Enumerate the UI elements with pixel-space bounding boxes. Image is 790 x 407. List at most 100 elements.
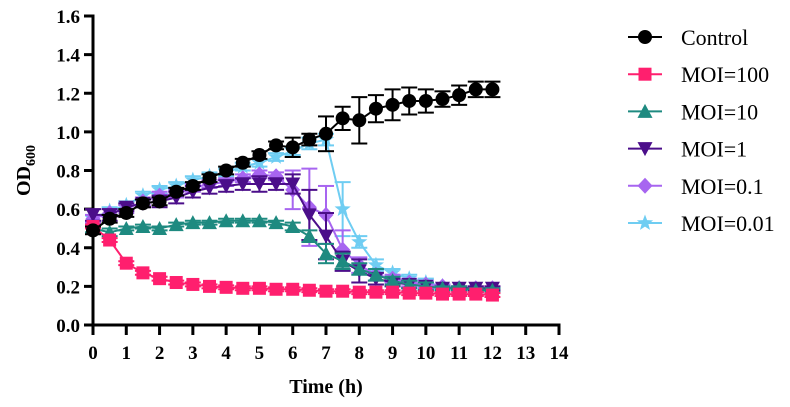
y-tick-label: 0.8	[56, 162, 80, 183]
data-point	[302, 283, 316, 297]
data-point	[202, 171, 217, 186]
legend-marker	[637, 103, 653, 118]
data-point	[168, 217, 184, 232]
data-point	[219, 280, 233, 294]
y-tick-label: 1.2	[56, 84, 80, 105]
x-tick-label: 4	[221, 343, 231, 364]
data-point	[285, 219, 301, 234]
x-tick-label: 6	[288, 343, 298, 364]
data-point	[235, 213, 251, 228]
data-point	[334, 200, 351, 216]
y-tick-label: 0.0	[56, 316, 80, 337]
legend-label: MOI=100	[681, 62, 769, 87]
data-point	[318, 229, 334, 244]
data-point	[419, 286, 433, 300]
data-point	[385, 97, 400, 112]
series-control	[85, 80, 501, 238]
data-point	[252, 148, 267, 163]
data-point	[351, 233, 368, 249]
legend-item: MOI=10	[628, 99, 758, 124]
data-point	[285, 177, 301, 192]
data-point	[218, 213, 234, 228]
data-point	[418, 93, 433, 108]
x-tick-label: 0	[88, 343, 98, 364]
legend-marker	[637, 142, 653, 157]
data-point	[251, 177, 267, 192]
x-tick-label: 7	[321, 343, 331, 364]
data-point	[218, 179, 234, 194]
legend-label: Control	[681, 25, 748, 50]
x-tick-label: 11	[450, 343, 468, 364]
data-point	[169, 276, 183, 290]
data-point	[452, 88, 467, 103]
data-point	[269, 138, 284, 153]
data-point	[335, 111, 350, 126]
data-point	[286, 282, 300, 296]
data-point	[136, 266, 150, 280]
legend-item: MOI=1	[628, 137, 747, 162]
data-point	[335, 253, 351, 268]
data-point	[202, 181, 217, 196]
data-point	[102, 211, 117, 226]
data-point	[469, 287, 483, 301]
data-point	[203, 279, 216, 293]
legend-label: MOI=10	[681, 99, 758, 124]
data-point	[436, 287, 449, 301]
data-point	[452, 287, 466, 301]
x-ticks: 0 1 2 3 4 5 6 7 8 9 10 11 12 13 14	[88, 325, 569, 364]
x-tick-label: 9	[388, 343, 398, 364]
legend-item: MOI=100	[628, 62, 769, 87]
y-ticks: 0.0 0.2 0.4 0.6 0.8 1.0 1.2 1.4 1.6	[56, 7, 93, 337]
data-point	[235, 155, 250, 170]
x-tick-label: 2	[155, 343, 165, 364]
data-point	[119, 205, 134, 220]
data-point	[268, 177, 284, 192]
data-point	[319, 126, 333, 141]
data-point	[368, 267, 384, 282]
data-point	[135, 219, 151, 234]
data-point	[435, 92, 450, 107]
data-point	[152, 194, 167, 209]
y-axis-title-main: OD	[13, 166, 35, 196]
data-point	[119, 256, 133, 270]
data-point	[402, 93, 417, 108]
legend-item: Control	[628, 25, 748, 50]
data-point	[251, 213, 267, 228]
data-point	[135, 196, 150, 211]
data-point	[285, 140, 300, 155]
y-tick-label: 0.6	[56, 200, 80, 221]
data-point	[485, 82, 500, 97]
data-point	[153, 272, 167, 286]
y-axis-title-subscript: 600	[24, 145, 39, 166]
legend-marker	[638, 30, 652, 44]
y-tick-label: 1.4	[56, 46, 80, 67]
data-point	[319, 284, 333, 298]
y-tick-label: 1.0	[56, 123, 80, 144]
data-point	[185, 215, 201, 230]
y-tick-label: 1.6	[56, 7, 80, 28]
legend-item: MOI=0.01	[628, 211, 775, 236]
data-point	[352, 285, 366, 299]
data-point	[402, 286, 416, 300]
data-point	[351, 261, 367, 276]
legend-label: MOI=0.1	[681, 174, 764, 199]
x-axis-title: Time (h)	[289, 376, 363, 398]
data-point	[235, 177, 251, 192]
y-tick-label: 0.2	[56, 277, 80, 298]
data-point	[219, 163, 234, 178]
data-point	[185, 178, 200, 193]
data-point	[318, 246, 334, 261]
x-tick-label: 5	[255, 343, 265, 364]
data-point	[85, 208, 101, 223]
data-point	[236, 281, 250, 295]
legend: Control MOI=100 MOI=10 MOI=1 MOI=0.1 MOI=0.01	[628, 25, 775, 236]
x-tick-label: 13	[516, 343, 535, 364]
data-point	[268, 215, 284, 230]
data-point	[103, 233, 117, 247]
legend-marker	[636, 214, 654, 230]
legend-marker	[638, 67, 652, 81]
data-point	[186, 277, 200, 291]
plot-area	[84, 80, 501, 302]
legend-label: MOI=1	[681, 137, 747, 162]
